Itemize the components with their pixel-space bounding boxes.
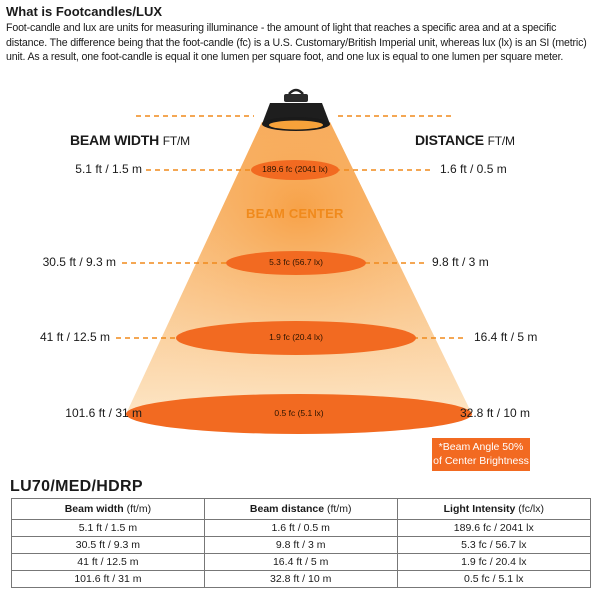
table-cell: 5.1 ft / 1.5 m [11,519,205,537]
intro-section: What is Footcandles/LUX Foot-candle and … [6,4,594,65]
intensity-label: 0.5 fc (5.1 lx) [274,408,324,418]
table-cell: 30.5 ft / 9.3 m [11,536,205,554]
intensity-ellipse-1 [251,160,339,180]
distance-value: 32.8 ft / 10 m [460,406,531,420]
distance-value: 9.8 ft / 3 m [432,255,489,269]
model-number: LU70/MED/HDRP [10,478,143,495]
table-row: 5.1 ft / 1.5 m 1.6 ft / 0.5 m 189.6 fc /… [11,519,592,537]
table-cell: 1.6 ft / 0.5 m [203,519,398,537]
column-header-beam-width: Beam width (ft/m) [11,498,205,520]
intro-body: Foot-candle and lux are units for measur… [6,22,587,63]
beam-width-value: 101.6 ft / 31 m [65,406,142,420]
spec-table: Beam width (ft/m) Beam distance (ft/m) L… [11,498,592,588]
table-header-row: Beam width (ft/m) Beam distance (ft/m) L… [11,498,592,520]
intensity-label: 1.9 fc (20.4 lx) [269,332,323,342]
table-cell: 9.8 ft / 3 m [203,536,398,554]
table-cell: 16.4 ft / 5 m [203,553,398,571]
beam-width-value: 41 ft / 12.5 m [39,330,110,344]
table-cell: 1.9 fc / 20.4 lx [396,553,592,571]
intensity-ellipse-4 [126,394,472,434]
beam-diagram: BEAM WIDTH FT/M DISTANCE FT/M BEAM CENTE… [0,84,600,474]
intensity-ellipse-2 [226,251,366,275]
table-row: 101.6 ft / 31 m 32.8 ft / 10 m 0.5 fc / … [11,570,592,588]
beam-angle-note: *Beam Angle 50% of Center Brightness [432,438,530,471]
intro-title: What is Footcandles/LUX [6,4,163,19]
beam-width-value: 5.1 ft / 1.5 m [75,162,142,176]
high-bay-lamp-icon [262,88,330,131]
table-cell: 0.5 fc / 5.1 lx [396,570,592,588]
beam-center-label: BEAM CENTER [246,206,344,221]
column-header-beam-distance: Beam distance (ft/m) [203,498,398,520]
table-cell: 32.8 ft / 10 m [203,570,398,588]
beam-graphic [116,88,472,434]
distance-value: 1.6 ft / 0.5 m [440,162,507,176]
column-header-light-intensity: Light Intensity (fc/lx) [396,498,592,520]
table-row: 30.5 ft / 9.3 m 9.8 ft / 3 m 5.3 fc / 56… [11,536,592,554]
intensity-label: 189.6 fc (2041 lx) [262,164,328,174]
table-row: 41 ft / 12.5 m 16.4 ft / 5 m 1.9 fc / 20… [11,553,592,571]
table-cell: 5.3 fc / 56.7 lx [396,536,592,554]
beam-width-value: 30.5 ft / 9.3 m [42,255,116,269]
table-cell: 101.6 ft / 31 m [11,570,205,588]
intensity-label: 5.3 fc (56.7 lx) [269,257,323,267]
table-cell: 41 ft / 12.5 m [11,553,205,571]
distance-header: DISTANCE FT/M [415,132,515,148]
table-cell: 189.6 fc / 2041 lx [396,519,592,537]
distance-value: 16.4 ft / 5 m [474,330,538,344]
beam-width-header: BEAM WIDTH FT/M [70,132,190,148]
intensity-ellipse-3 [176,321,416,355]
